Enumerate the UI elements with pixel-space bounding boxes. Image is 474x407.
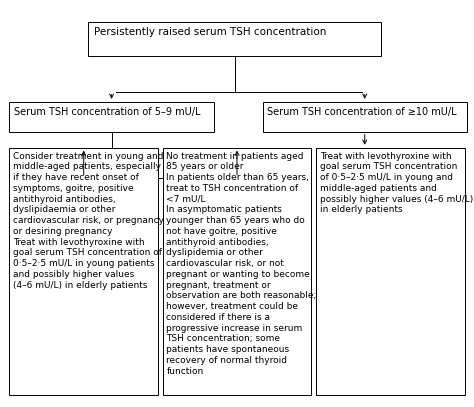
Text: Treat with levothyroxine with
goal serum TSH concentration
of 0·5–2·5 mU/L in yo: Treat with levothyroxine with goal serum… [319, 152, 473, 214]
Text: Serum TSH concentration of ≥10 mU/L: Serum TSH concentration of ≥10 mU/L [267, 107, 457, 116]
Text: Persistently raised serum TSH concentration: Persistently raised serum TSH concentrat… [94, 27, 326, 37]
FancyBboxPatch shape [88, 22, 381, 56]
FancyBboxPatch shape [163, 148, 311, 395]
FancyBboxPatch shape [263, 102, 467, 132]
FancyBboxPatch shape [9, 148, 158, 395]
Text: Serum TSH concentration of 5–9 mU/L: Serum TSH concentration of 5–9 mU/L [14, 107, 201, 116]
FancyBboxPatch shape [316, 148, 465, 395]
FancyBboxPatch shape [9, 102, 214, 132]
Text: No treatment in patients aged
85 years or older
In patients older than 65 years,: No treatment in patients aged 85 years o… [166, 152, 317, 376]
Text: Consider treatment in young and
middle-aged patients, especially
if they have re: Consider treatment in young and middle-a… [13, 152, 164, 290]
